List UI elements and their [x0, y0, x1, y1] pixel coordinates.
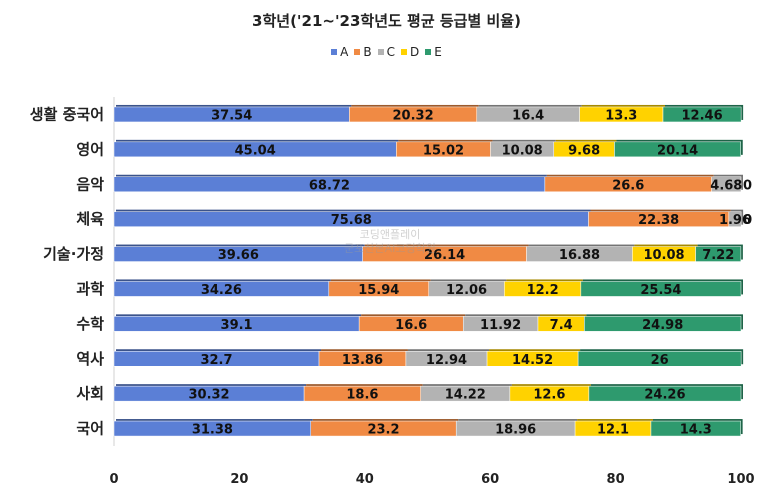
category-label: 수학	[76, 315, 104, 333]
bar-segment-e	[695, 246, 742, 262]
category-label: 사회	[76, 385, 104, 403]
data-label: 20.14	[657, 143, 698, 158]
legend-label: E	[434, 45, 442, 59]
data-label: 9.68	[568, 143, 600, 158]
category-label: 기술·가정	[43, 245, 104, 263]
x-tick-label: 100	[727, 472, 754, 487]
legend-label: A	[340, 45, 349, 59]
category-label: 영어	[76, 140, 104, 158]
data-label: 7.22	[702, 248, 734, 263]
data-label: 37.54	[211, 108, 252, 123]
data-label: 26.6	[612, 178, 644, 193]
bar-segment-e	[614, 141, 741, 158]
bar-segment-e	[584, 316, 742, 332]
data-label: 0	[743, 178, 752, 193]
data-label: 75.68	[331, 213, 372, 228]
data-label: 15.94	[358, 283, 399, 298]
legend-label: C	[386, 45, 395, 59]
data-label: 34.26	[201, 283, 242, 298]
data-label: 14.22	[445, 388, 486, 403]
data-label: 39.66	[218, 248, 259, 263]
chart-title: 3학년('21~'23학년도 평균 등급별 비율)	[252, 12, 521, 30]
x-tick-label: 0	[109, 472, 118, 487]
data-label: 23.2	[367, 423, 399, 438]
bar-segment-e	[662, 106, 742, 123]
bar-segment-c	[728, 211, 742, 227]
legend-swatch	[354, 49, 361, 55]
data-label: 22.38	[638, 213, 679, 228]
data-label: 15.02	[423, 143, 464, 158]
data-label: 14.3	[680, 423, 712, 438]
x-tick-label: 20	[230, 472, 248, 487]
data-label: 30.32	[188, 388, 229, 403]
data-label: 12.46	[682, 108, 723, 123]
legend-item-b: B	[354, 45, 372, 59]
data-label: 39.1	[221, 318, 253, 333]
data-label: 0	[743, 213, 752, 228]
data-label: 26.14	[424, 248, 465, 263]
category-label: 생활 중국어	[30, 105, 104, 123]
data-label: 31.38	[192, 423, 233, 438]
bar-segment-c	[711, 176, 742, 192]
category-label: 국어	[76, 420, 104, 438]
bar-segment-e	[577, 351, 742, 367]
data-label: 68.72	[309, 178, 350, 193]
legend-swatch	[331, 49, 338, 55]
watermark: 코딩앤플레이 군포산본AI코딩학원	[330, 228, 450, 256]
legend-item-a: A	[331, 45, 348, 59]
data-label: 1.96	[719, 213, 751, 228]
legend-label: B	[363, 45, 372, 59]
data-label: 16.6	[395, 318, 427, 333]
data-label: 13.3	[605, 108, 637, 123]
data-label: 11.92	[480, 318, 521, 333]
data-label: 13.86	[342, 353, 383, 368]
data-label: 16.88	[559, 248, 600, 263]
category-label: 역사	[76, 350, 104, 368]
category-label: 음악	[76, 175, 104, 193]
data-label: 18.96	[495, 423, 536, 438]
legend-swatch	[425, 49, 432, 55]
data-label: 12.1	[597, 423, 629, 438]
data-label: 12.2	[527, 283, 559, 298]
data-label: 18.6	[346, 388, 378, 403]
x-tick-label: 80	[607, 472, 625, 487]
legend-item-e: E	[425, 45, 442, 59]
data-label: 32.7	[200, 353, 232, 368]
data-label: 25.54	[640, 283, 681, 298]
data-label: 12.6	[533, 388, 565, 403]
data-label: 12.06	[446, 283, 487, 298]
bar-segment-e	[580, 281, 742, 297]
data-label: 26	[651, 353, 669, 368]
data-label: 24.26	[644, 388, 685, 403]
bar-segment-e	[588, 385, 742, 402]
data-label: 12.94	[426, 353, 467, 368]
x-tick-label: 60	[481, 472, 499, 487]
data-label: 45.04	[235, 143, 276, 158]
x-tick-label: 40	[356, 472, 374, 487]
legend-item-c: C	[377, 45, 395, 59]
bar-segment-e	[650, 420, 741, 437]
data-label: 20.32	[393, 108, 434, 123]
legend-swatch	[401, 49, 407, 55]
data-label: 14.52	[512, 353, 553, 368]
data-label: 7.4	[550, 318, 573, 333]
data-label: 24.98	[642, 318, 683, 333]
data-label: 10.08	[643, 248, 684, 263]
legend-swatch	[377, 49, 384, 55]
legend-label: D	[410, 45, 420, 59]
data-label: 4.68	[710, 178, 742, 193]
data-label: 10.08	[502, 143, 543, 158]
category-label: 과학	[76, 280, 104, 298]
data-label: 16.4	[512, 108, 544, 123]
watermark-line1: 코딩앤플레이	[359, 228, 421, 241]
category-label: 체육	[76, 210, 104, 228]
watermark-line2: 군포산본AI코딩학원	[344, 242, 436, 255]
legend-item-d: D	[401, 45, 419, 59]
